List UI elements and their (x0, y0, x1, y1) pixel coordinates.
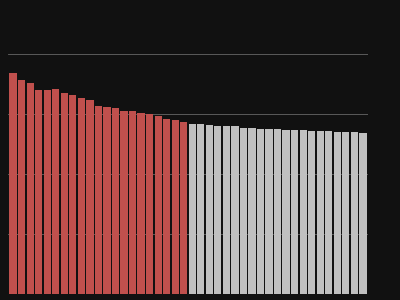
Bar (317, 131, 324, 294)
Bar (342, 132, 350, 294)
Bar (146, 114, 153, 294)
Bar (78, 98, 85, 294)
Bar (35, 90, 42, 294)
Bar (351, 132, 358, 294)
Bar (189, 124, 196, 294)
Bar (172, 120, 179, 294)
Bar (197, 124, 204, 294)
Bar (10, 73, 17, 294)
Bar (274, 129, 281, 294)
Bar (240, 128, 247, 294)
Bar (138, 112, 145, 294)
Bar (163, 118, 170, 294)
Bar (18, 80, 25, 294)
Bar (69, 95, 76, 294)
Bar (206, 125, 213, 294)
Bar (52, 88, 59, 294)
Bar (26, 82, 34, 294)
Bar (282, 130, 290, 294)
Bar (291, 130, 298, 294)
Bar (308, 131, 315, 294)
Bar (214, 126, 222, 294)
Bar (334, 132, 341, 294)
Bar (257, 129, 264, 294)
Bar (95, 106, 102, 294)
Bar (359, 133, 366, 294)
Bar (248, 128, 256, 294)
Bar (61, 93, 68, 294)
Bar (112, 108, 119, 294)
Bar (223, 126, 230, 294)
Bar (231, 126, 238, 294)
Bar (154, 116, 162, 294)
Bar (325, 131, 332, 294)
Bar (266, 129, 273, 294)
Bar (120, 111, 128, 294)
Bar (129, 111, 136, 294)
Bar (180, 122, 187, 294)
Bar (86, 100, 94, 294)
Bar (103, 106, 110, 294)
Bar (44, 90, 51, 294)
Bar (300, 130, 307, 294)
